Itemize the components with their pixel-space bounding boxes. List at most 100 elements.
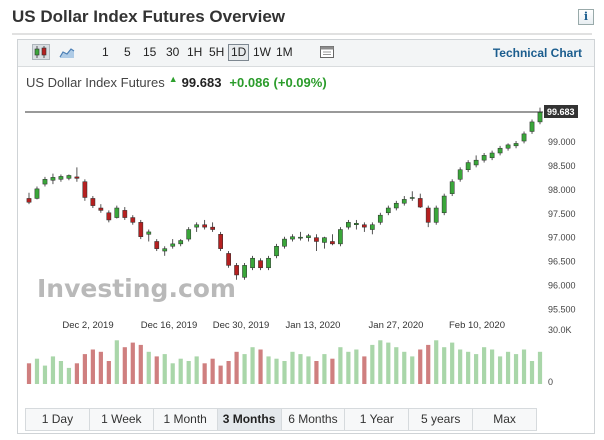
title-divider [12,33,592,35]
volume-bar [58,361,64,384]
candle [441,195,447,214]
volume-bar [114,340,119,384]
volume-bar [90,349,95,384]
date-label: Feb 10, 2020 [449,320,505,331]
range-tab-5-years[interactable]: 5 years [409,409,474,430]
watermark-text: Investing.com [37,274,236,303]
range-tab-6-months[interactable]: 6 Months [282,409,346,430]
timeframe-1h[interactable]: 1H [187,45,203,59]
candle [314,237,319,242]
area-chart-icon[interactable] [58,44,76,60]
candle [449,181,455,194]
date-label: Dec 16, 2019 [141,320,198,331]
candle [274,246,279,257]
volume-bar [346,351,351,384]
candle [369,224,375,230]
volume-bar [242,354,247,384]
candle [170,243,176,247]
watermark: Investing.com [37,274,236,303]
timeframe-1m[interactable]: 1M [276,45,293,59]
price-tick-label: 96.000 [548,281,576,291]
candle [114,207,120,218]
current-price-tag [544,105,578,118]
range-tab-3-months[interactable]: 3 Months [217,409,282,430]
price-change: +0.086 [229,75,270,90]
range-tab-1-day[interactable]: 1 Day [26,409,90,430]
price-tick-label: 97.000 [548,233,576,243]
candle [162,248,168,252]
candle [465,162,471,170]
candle [210,226,215,230]
last-price: 99.683 [181,75,222,90]
candle [457,169,463,180]
volume-bar [34,358,40,384]
candle [66,175,72,179]
candle [234,265,239,276]
timeframe-5h[interactable]: 5H [209,45,225,59]
volume-bar [210,358,215,384]
technical-chart-link[interactable]: Technical Chart [492,46,582,60]
up-arrow-icon: ▲ [168,74,178,84]
volume-bar [442,347,447,384]
volume-bar [98,351,103,384]
volume-bar [482,347,487,384]
volume-bar [306,356,311,384]
candle [473,159,479,166]
candle [346,222,351,228]
volume-bar [82,354,87,384]
volume-bar [386,342,391,384]
candle [401,199,407,204]
chart-panel [17,39,595,434]
date-label: Jan 27, 2020 [369,320,424,331]
candle [513,143,519,147]
timeframe-30[interactable]: 30 [166,45,180,59]
volume-bar [66,367,72,384]
volume-bar [146,351,151,384]
calendar-icon[interactable] [318,44,336,60]
range-tab-1-month[interactable]: 1 Month [154,409,218,430]
timeframe-1w[interactable]: 1W [253,45,271,59]
candle [58,176,64,180]
info-icon[interactable]: i [578,9,594,25]
candle [178,240,184,245]
candle [361,224,367,228]
price-tick-label: 96.500 [548,257,576,267]
candlestick-icon[interactable] [32,44,50,60]
timeframe-1[interactable]: 1 [102,45,109,59]
candle [194,224,200,228]
timeframe-5[interactable]: 5 [124,45,131,59]
price-tick-label: 97.500 [548,209,576,219]
quote-line: US Dollar Index Futures ▲ 99.683 +0.086 (+0.… [26,74,327,90]
price-change-percent: (+0.09%) [273,75,327,90]
volume-bar [130,342,135,384]
candle [154,241,160,249]
price-tick-label: 98.500 [548,161,576,171]
candle [106,212,112,221]
candle [82,181,88,198]
candle [90,198,96,206]
range-tab-max[interactable]: Max [493,412,516,426]
date-label: Dec 30, 2019 [213,320,270,331]
volume-bar [170,363,175,384]
range-tab-1-year[interactable]: 1 Year [345,409,410,430]
candle [146,231,152,235]
volume-bar [410,356,415,384]
candle [74,176,80,179]
page-title: US Dollar Index Futures Overview [12,7,286,26]
candle [98,207,104,211]
price-tick-label: 95.500 [548,304,576,314]
volume-bar [218,365,223,384]
candle [250,257,255,269]
timeframe-15[interactable]: 15 [143,45,157,59]
candle [385,207,391,214]
timeframe-1d[interactable]: 1D [228,44,250,61]
volume-bar [258,349,263,384]
chart-toolbar: 1 5 15 30 1H 5H 1D 1W 1M Technical Chart [18,40,594,67]
candle [266,257,271,269]
volume-bar [138,344,143,384]
range-tab-1-week[interactable]: 1 Week [90,409,154,430]
candle [242,265,247,278]
volume-bar [226,361,231,384]
candle [202,224,208,228]
